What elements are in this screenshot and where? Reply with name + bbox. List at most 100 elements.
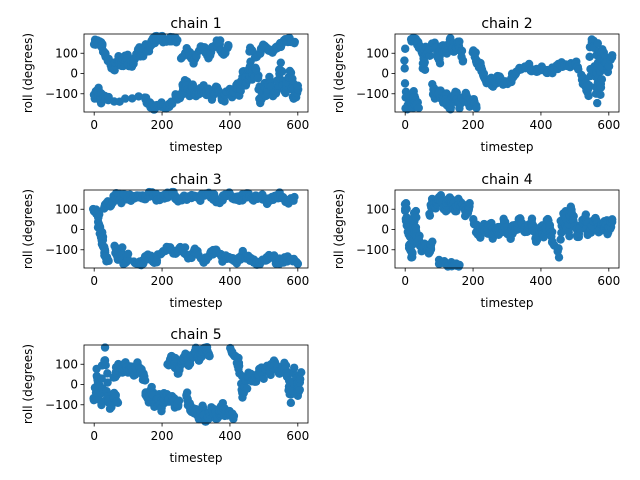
data-point xyxy=(604,61,613,71)
y-axis-label: roll (degrees) xyxy=(332,33,346,113)
data-point xyxy=(425,209,434,219)
data-point xyxy=(198,401,207,410)
x-tick-label: 200 xyxy=(462,274,485,288)
data-point xyxy=(608,215,617,224)
data-point xyxy=(401,44,410,53)
data-point xyxy=(458,57,468,66)
x-tick-label: 400 xyxy=(218,118,241,132)
data-point xyxy=(564,228,573,237)
subplot-4: 0 200 400 600 −100 0 100 chain 4 timestep roll (d… xyxy=(332,172,620,310)
data-point xyxy=(101,361,110,370)
data-point xyxy=(127,94,137,103)
y-tick-label: −100 xyxy=(45,87,78,101)
data-point xyxy=(596,90,605,99)
axes-frame xyxy=(394,33,620,113)
data-point xyxy=(276,58,286,67)
data-point xyxy=(285,66,295,76)
x-tick-label: 600 xyxy=(597,274,620,288)
y-tick-label: 0 xyxy=(70,67,78,81)
data-point xyxy=(584,91,593,101)
chart-title: chain 5 xyxy=(170,327,221,343)
axes-frame xyxy=(83,33,309,113)
y-tick-label: −100 xyxy=(356,87,389,101)
data-point xyxy=(593,98,602,108)
data-point xyxy=(472,103,481,113)
data-point xyxy=(554,244,563,253)
data-point xyxy=(608,51,617,60)
data-point xyxy=(123,249,133,259)
subplot-1: 0 200 400 600 −100 0 100 chain 1 timestep roll (d… xyxy=(21,16,309,154)
data-point xyxy=(289,363,299,372)
data-point xyxy=(455,37,464,46)
data-point xyxy=(290,192,299,202)
markers xyxy=(89,31,303,114)
chart-title: chain 2 xyxy=(481,16,532,32)
data-point xyxy=(556,235,565,244)
x-tick-label: 600 xyxy=(597,118,620,132)
y-axis-label: roll (degrees) xyxy=(21,189,35,269)
data-point xyxy=(295,385,304,394)
markers xyxy=(89,342,306,426)
data-point xyxy=(400,64,409,73)
data-point xyxy=(173,35,182,45)
data-point xyxy=(205,351,214,361)
data-point xyxy=(140,376,150,385)
y-axis-label: roll (degrees) xyxy=(21,344,35,424)
markers xyxy=(400,191,617,271)
x-axis-label: timestep xyxy=(169,140,222,154)
markers xyxy=(88,187,303,270)
x-tick-label: 600 xyxy=(286,274,309,288)
data-point xyxy=(400,56,409,65)
data-point xyxy=(408,248,417,258)
y-tick-label: −100 xyxy=(356,243,389,257)
data-point xyxy=(174,396,184,405)
data-point xyxy=(455,260,464,270)
data-point xyxy=(584,81,594,90)
data-point xyxy=(585,52,594,62)
data-point xyxy=(180,243,190,252)
data-point xyxy=(229,414,238,424)
data-point xyxy=(235,91,244,100)
y-axis-label: roll (degrees) xyxy=(21,33,35,113)
y-tick-label: 0 xyxy=(70,223,78,237)
x-tick-label: 0 xyxy=(401,118,409,132)
y-tick-label: 0 xyxy=(70,378,78,392)
x-tick-label: 400 xyxy=(529,274,552,288)
data-point xyxy=(400,79,410,88)
markers xyxy=(400,33,617,114)
data-point xyxy=(120,94,130,103)
y-tick-label: 100 xyxy=(366,46,389,60)
data-point xyxy=(103,369,112,378)
data-point xyxy=(118,243,127,252)
data-point xyxy=(425,51,434,61)
subplot-5: 0 200 400 600 −100 0 100 chain 5 timestep roll (d… xyxy=(21,327,309,465)
subplot-2: 0 200 400 600 −100 0 100 chain 2 timestep roll (d… xyxy=(332,16,620,154)
data-point xyxy=(103,378,112,387)
data-point xyxy=(242,384,252,393)
data-point xyxy=(400,206,410,215)
x-tick-label: 200 xyxy=(151,274,174,288)
subplot-3: 0 200 400 600 −100 0 100 chain 3 timestep roll (d… xyxy=(21,172,309,310)
data-point xyxy=(293,259,303,269)
x-axis-label: timestep xyxy=(169,296,222,310)
data-point xyxy=(234,361,244,371)
x-tick-label: 0 xyxy=(90,429,98,443)
data-point xyxy=(297,368,306,377)
data-point xyxy=(293,81,303,90)
y-tick-label: −100 xyxy=(45,243,78,257)
data-point xyxy=(103,255,112,265)
x-axis-label: timestep xyxy=(480,296,533,310)
chart-title: chain 1 xyxy=(170,16,221,32)
data-point xyxy=(428,237,437,246)
data-point xyxy=(97,374,106,383)
y-tick-label: −100 xyxy=(45,398,78,412)
axes-frame xyxy=(83,344,309,424)
y-tick-label: 100 xyxy=(55,357,78,371)
y-tick-label: 100 xyxy=(55,202,78,216)
x-tick-label: 200 xyxy=(151,118,174,132)
x-tick-label: 600 xyxy=(286,429,309,443)
data-point xyxy=(593,39,603,48)
axes-frame xyxy=(83,189,309,269)
data-point xyxy=(278,67,287,76)
